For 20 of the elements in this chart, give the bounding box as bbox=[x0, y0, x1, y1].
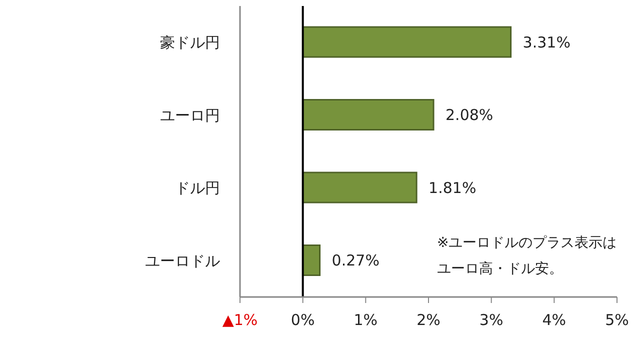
bar bbox=[302, 99, 434, 130]
x-tick-label: ▲1% bbox=[222, 311, 258, 329]
data-label: 1.81% bbox=[428, 178, 476, 197]
annotation: ※ユーロドルのプラス表示はユーロ高・ドル安。 bbox=[437, 234, 618, 279]
y-tick-label: ユーロ円 bbox=[160, 106, 220, 124]
x-tick-label: 2% bbox=[416, 311, 440, 329]
y-tick-label: 豪ドル円 bbox=[160, 34, 220, 52]
y-tick-label: ユーロドル bbox=[145, 252, 220, 270]
bar bbox=[302, 244, 321, 276]
x-tick-label: 3% bbox=[479, 311, 504, 329]
data-label: 2.08% bbox=[446, 106, 494, 124]
x-tick-label: 5% bbox=[605, 311, 629, 329]
x-tick-label: 0% bbox=[290, 311, 315, 329]
data-label: 0.27% bbox=[332, 252, 380, 270]
x-tick-label: 4% bbox=[542, 311, 566, 329]
bar bbox=[302, 172, 418, 204]
data-label: 3.31% bbox=[522, 33, 570, 52]
bar bbox=[302, 26, 512, 58]
x-tick-label: 1% bbox=[354, 311, 378, 329]
y-tick-label: ドル円 bbox=[175, 179, 220, 198]
